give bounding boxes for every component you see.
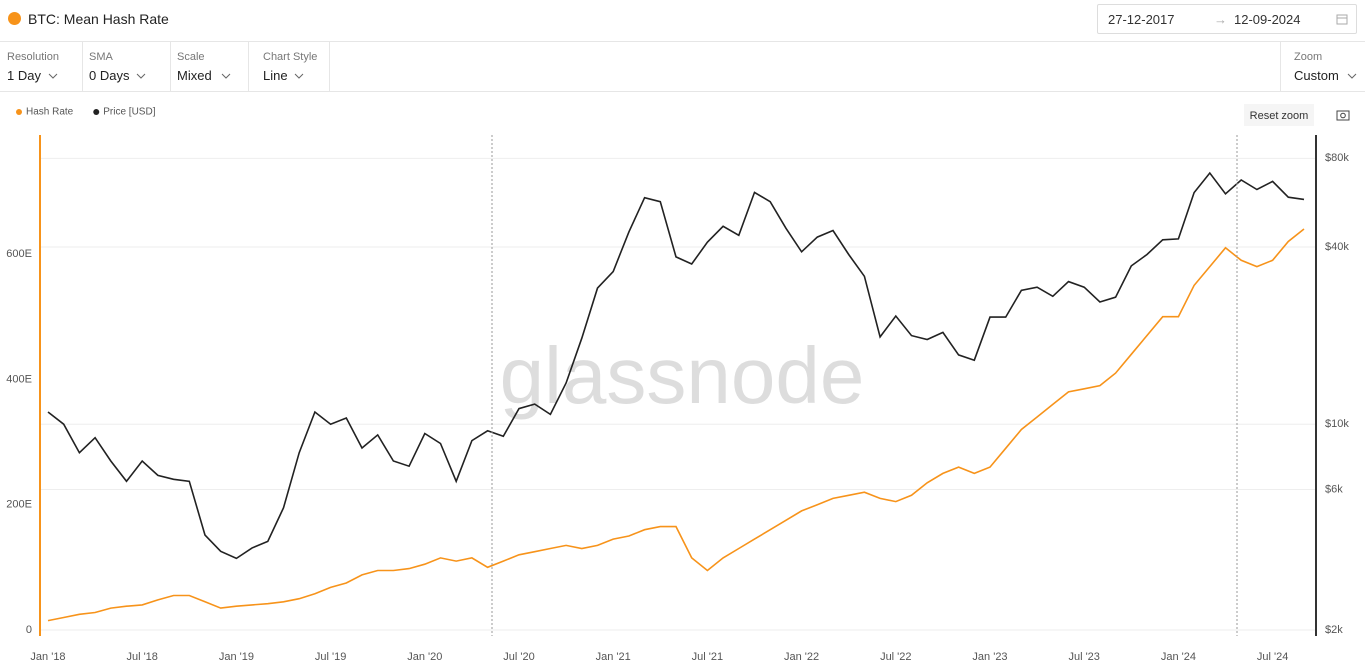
reset-zoom[interactable] [1244, 104, 1314, 126]
y-tick-label: 400E [6, 373, 32, 385]
x-tick-label: Jan '23 [972, 651, 1007, 663]
value[interactable]: 0 Days [89, 68, 130, 83]
y-tick-label: 200E [6, 499, 32, 511]
scale[interactable]: Scale Mixed [170, 42, 249, 91]
chart: glassnode Reset zoom $2k $6k $10k $40k $80k 0… [6, 104, 1350, 663]
sma[interactable]: SMA 0 Days [82, 42, 171, 91]
date-to[interactable]: 12-09-2024 [1234, 12, 1301, 27]
x-tick-label: Jul '22 [880, 651, 911, 663]
reset-zoom-label[interactable]: Reset zoom [1250, 110, 1309, 122]
title: BTC: Mean Hash Rate [28, 11, 169, 27]
label: Resolution [7, 51, 59, 63]
series-line [47, 171, 1305, 560]
x-tick-label: Jul '23 [1068, 651, 1099, 663]
x-tick-label: Jul '24 [1257, 651, 1288, 663]
resolution[interactable]: Resolution 1 Day [0, 42, 83, 91]
y2-tick-label: $2k [1325, 624, 1343, 636]
label: Chart Style [263, 51, 318, 63]
value[interactable]: Custom [1294, 68, 1339, 83]
camera-icon[interactable] [1336, 110, 1350, 121]
value[interactable]: Mixed [177, 68, 212, 83]
label: Scale [177, 51, 205, 63]
watermark: glassnode [500, 331, 865, 420]
chevron [1347, 73, 1357, 79]
series-line [47, 228, 1305, 622]
calendar-icon[interactable] [1336, 13, 1348, 25]
header: BTC: Mean Hash Rate 27-12-2017 → 12-09-2… [0, 0, 1365, 42]
x-tick-label: Jan '18 [30, 651, 65, 663]
date-from[interactable]: 27-12-2017 [1108, 12, 1175, 27]
arrow: → [1214, 12, 1227, 27]
y2-tick-label: $10k [1325, 418, 1349, 430]
legend-label: Hash Rate [26, 107, 74, 118]
label: Zoom [1294, 51, 1323, 63]
chevron [48, 73, 58, 79]
chevron [136, 73, 146, 79]
x-tick-label: Jan '20 [407, 651, 442, 663]
label: SMA [89, 51, 113, 63]
value[interactable]: Line [263, 68, 288, 83]
coin-icon [8, 12, 21, 25]
x-tick-label: Jan '22 [784, 651, 819, 663]
y-tick-label: 0 [26, 624, 32, 636]
chart-style[interactable]: Chart Style Line [248, 42, 330, 91]
zoom[interactable]: Zoom Custom [1280, 42, 1365, 91]
controls: Resolution 1 Day SMA 0 Days Scale Mixed Cha… [0, 42, 1365, 92]
date-range[interactable]: 27-12-2017 → 12-09-2024 [1097, 4, 1357, 34]
x-tick-label: Jul '19 [315, 651, 346, 663]
x-tick-label: Jan '21 [596, 651, 631, 663]
y2-tick-label: $6k [1325, 483, 1343, 495]
x-tick-label: Jan '24 [1161, 651, 1196, 663]
x-tick-label: Jan '19 [219, 651, 254, 663]
legend-label: Price [USD] [103, 107, 155, 118]
y2-tick-label: $80k [1325, 152, 1349, 164]
chevron [294, 73, 304, 79]
value[interactable]: 1 Day [7, 68, 41, 83]
y-tick-label: 600E [6, 248, 32, 260]
legend-swatch [93, 109, 100, 115]
legend-swatch [16, 109, 22, 115]
x-tick-label: Jul '20 [503, 651, 534, 663]
x-tick-label: Jul '21 [692, 651, 723, 663]
chevron [221, 73, 231, 79]
x-tick-label: Jul '18 [126, 651, 157, 663]
y2-tick-label: $40k [1325, 241, 1349, 253]
